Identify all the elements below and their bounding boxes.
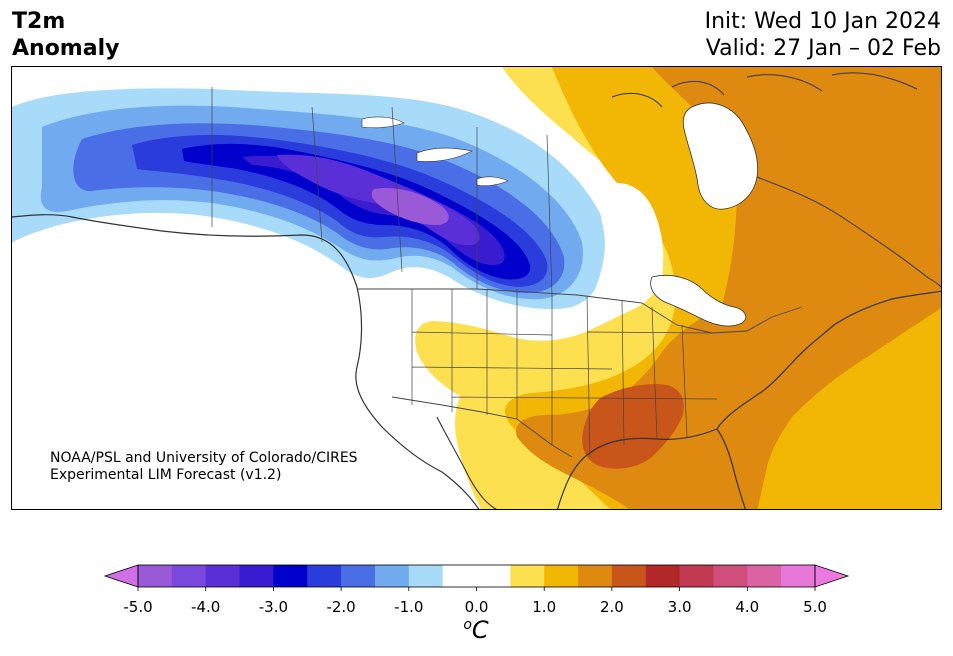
colorbar-tick-label: 5.0 bbox=[803, 598, 827, 616]
colorbar-bin-0 bbox=[138, 565, 173, 587]
cold-anomaly-contour-5 bbox=[182, 143, 531, 280]
colorbar-bin-4 bbox=[273, 565, 308, 587]
colorbar-bin-1 bbox=[171, 565, 207, 587]
cold-anomaly-contour-6 bbox=[242, 155, 505, 265]
forecast-dates: Init: Wed 10 Jan 2024 Valid: 27 Jan – 02… bbox=[705, 8, 941, 62]
us-canada-border bbox=[357, 288, 803, 334]
colorbar-tick-label: 2.0 bbox=[599, 598, 624, 616]
state-borders bbox=[411, 289, 718, 458]
great-lakes bbox=[650, 274, 747, 327]
colorbar-bin-9 bbox=[442, 565, 511, 587]
colorbar-bin-2 bbox=[205, 565, 241, 587]
province-borders bbox=[211, 87, 553, 296]
colorbar-bin-3 bbox=[239, 565, 274, 587]
colorbar-bin-17 bbox=[747, 565, 782, 587]
colorbar bbox=[0, 560, 953, 656]
colorbar-bin-18 bbox=[781, 565, 816, 587]
us-mexico-border bbox=[391, 396, 573, 458]
east-coastline bbox=[716, 290, 941, 430]
colorbar-tick-label: 4.0 bbox=[735, 598, 760, 616]
colorbar-bin-14 bbox=[645, 565, 681, 587]
prairie-lake-3 bbox=[476, 176, 509, 187]
colorbar-bin-5 bbox=[307, 565, 342, 587]
init-date: Init: Wed 10 Jan 2024 bbox=[704, 9, 941, 34]
colorbar-bins bbox=[103, 564, 850, 591]
colorbar-tick-label: -2.0 bbox=[326, 598, 356, 616]
cold-anomaly-contour-4 bbox=[132, 135, 548, 287]
variable-title-line1: T2m bbox=[12, 9, 66, 34]
anomaly-map: NOAA/PSL and University of Colorado/CIRE… bbox=[11, 66, 942, 510]
warm-anomaly-contour-4 bbox=[582, 384, 684, 469]
credit-line2: Experimental LIM Forecast (v1.2) bbox=[50, 467, 282, 483]
colorbar-tick-label: -1.0 bbox=[394, 598, 424, 616]
gulf-coastline bbox=[556, 428, 746, 509]
colorbar-tick-label: 3.0 bbox=[667, 598, 692, 616]
colorbar-bin-7 bbox=[374, 565, 410, 587]
unit-symbol: C bbox=[471, 616, 489, 644]
prairie-lake-2 bbox=[416, 147, 473, 162]
colorbar-tick-label: -5.0 bbox=[123, 598, 153, 616]
credit-text: NOAA/PSL and University of Colorado/CIRE… bbox=[50, 450, 358, 484]
colorbar-tick-label: 0.0 bbox=[464, 598, 489, 616]
colorbar-unit: oC bbox=[463, 616, 488, 644]
colorbar-tick-label: 1.0 bbox=[532, 598, 557, 616]
valid-date-range: Valid: 27 Jan – 02 Feb bbox=[705, 36, 941, 61]
variable-title: T2m Anomaly bbox=[12, 8, 119, 62]
prairie-lake-1 bbox=[361, 116, 405, 129]
colorbar-bin-12 bbox=[578, 565, 613, 587]
variable-title-line2: Anomaly bbox=[12, 36, 120, 61]
colorbar-extend-high bbox=[814, 564, 850, 588]
arctic-islands bbox=[611, 72, 918, 108]
colorbar-bin-16 bbox=[713, 565, 748, 587]
colorbar-bin-15 bbox=[679, 565, 714, 587]
colorbar-tick-label: -4.0 bbox=[191, 598, 221, 616]
colorbar-bin-6 bbox=[341, 565, 376, 587]
unit-degree: o bbox=[463, 617, 472, 633]
anomaly-map-canvas bbox=[12, 67, 941, 509]
colorbar-bin-10 bbox=[510, 565, 545, 587]
colorbar-tick-labels: -5.0 -4.0 -3.0 -2.0 -1.0 0.0 1.0 2.0 3.0 4.0 5.0 bbox=[0, 598, 953, 618]
colorbar-bin-13 bbox=[611, 565, 647, 587]
east-canada-coast bbox=[756, 176, 941, 288]
colorbar-extend-low bbox=[103, 564, 139, 588]
colorbar-bin-11 bbox=[544, 565, 579, 587]
colorbar-tick-label: -3.0 bbox=[258, 598, 289, 616]
colorbar-bin-8 bbox=[408, 565, 444, 587]
neutral-region bbox=[591, 183, 664, 318]
cold-anomaly-contour-8 bbox=[371, 187, 449, 225]
credit-line1: NOAA/PSL and University of Colorado/CIRE… bbox=[50, 450, 358, 466]
hudson-bay bbox=[682, 102, 759, 210]
baja-coastline bbox=[436, 416, 498, 509]
west-coastline bbox=[12, 214, 480, 509]
